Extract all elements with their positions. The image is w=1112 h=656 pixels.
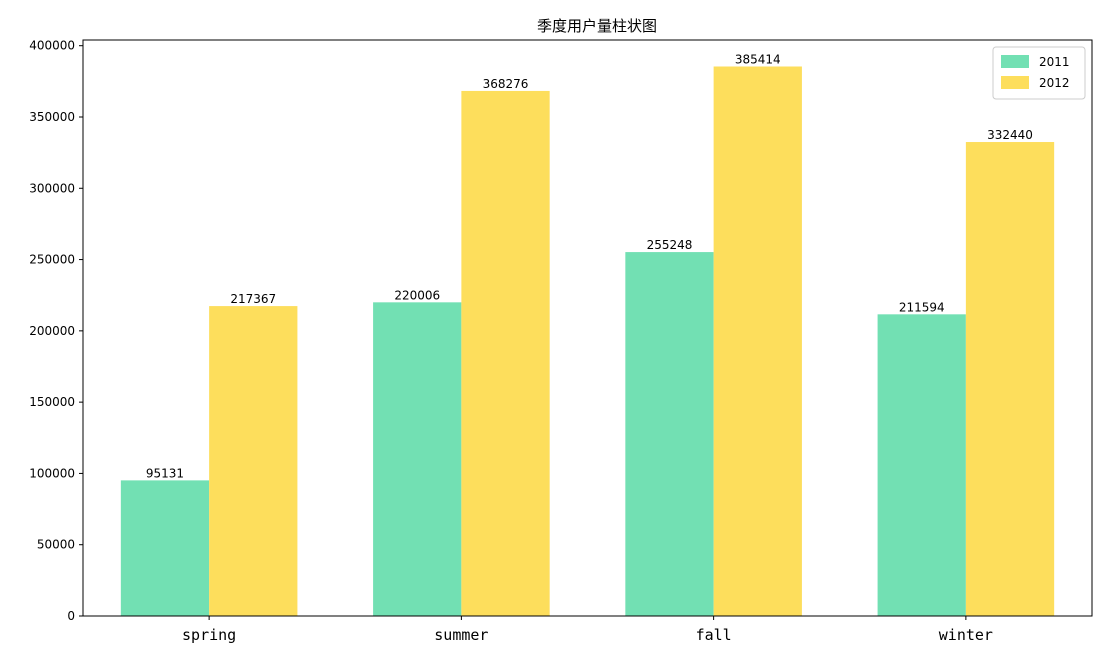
y-tick-label: 50000: [37, 538, 75, 552]
data-label-2012-winter: 332440: [987, 128, 1033, 142]
data-label-2011-winter: 211594: [899, 300, 945, 314]
bar-2011-winter: [877, 314, 966, 616]
bar-2012-fall: [713, 66, 802, 617]
y-tick-label: 250000: [29, 253, 75, 267]
x-tick-label-spring: spring: [182, 626, 236, 644]
bar-2012-spring: [209, 306, 298, 616]
y-tick-label: 100000: [29, 466, 75, 480]
chart-title: 季度用户量柱状图: [537, 17, 657, 35]
y-tick-label: 350000: [29, 110, 75, 124]
data-label-2012-fall: 385414: [735, 52, 781, 66]
x-axis: spring summer fall winter: [182, 616, 993, 644]
data-label-2012-spring: 217367: [230, 292, 276, 306]
legend-label-2011: 2011: [1039, 55, 1070, 69]
legend-swatch-2011: [1001, 55, 1029, 68]
y-tick-label: 400000: [29, 39, 75, 53]
y-tick-label: 300000: [29, 181, 75, 195]
y-tick-label: 0: [67, 609, 75, 623]
x-tick-label-fall: fall: [696, 626, 732, 644]
y-tick-label: 150000: [29, 395, 75, 409]
y-axis: 0 50000 100000 150000 200000 250000 300000 3500…: [29, 39, 83, 623]
bars-layer: [120, 66, 1055, 617]
bar-2011-fall: [625, 252, 714, 616]
data-labels-layer: 95131 217367 220006 368276 255248 385414 21159…: [146, 52, 1033, 480]
legend: 2011 2012: [992, 46, 1086, 100]
data-label-2011-spring: 95131: [146, 466, 184, 480]
bar-2011-spring: [120, 480, 210, 616]
x-tick-label-winter: winter: [939, 626, 993, 644]
data-label-2011-fall: 255248: [647, 238, 693, 252]
legend-label-2012: 2012: [1039, 76, 1070, 90]
data-label-2012-summer: 368276: [483, 77, 529, 91]
bar-2012-summer: [461, 90, 550, 616]
bar-2012-winter: [965, 142, 1055, 617]
plot-frame: [82, 39, 1093, 617]
x-tick-label-summer: summer: [434, 626, 488, 644]
data-label-2011-summer: 220006: [394, 288, 440, 302]
bar-2011-summer: [373, 302, 462, 616]
legend-swatch-2012: [1001, 76, 1029, 89]
y-tick-label: 200000: [29, 324, 75, 338]
